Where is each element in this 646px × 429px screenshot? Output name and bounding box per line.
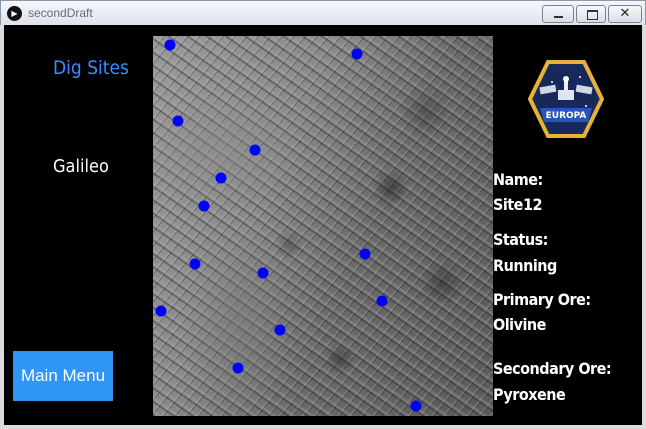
satellite-icon <box>539 76 593 107</box>
site-name-value: Site12 <box>493 195 542 214</box>
window-titlebar: ▶ secondDraft ✕ <box>0 0 646 25</box>
site-marker[interactable] <box>189 258 201 270</box>
maximize-button[interactable] <box>576 5 606 23</box>
minimize-button[interactable] <box>542 5 574 23</box>
app-icon: ▶ <box>7 6 22 21</box>
primary-ore-label: Primary Ore: <box>493 290 591 309</box>
secondary-ore-value: Pyroxene <box>493 385 566 404</box>
app-canvas: Dig Sites Galileo Main Menu <box>4 25 642 425</box>
europa-logo: EUROPA <box>528 60 604 138</box>
site-marker[interactable] <box>172 115 184 127</box>
logo-text: EUROPA <box>546 111 587 121</box>
current-site-name: Galileo <box>53 156 109 177</box>
site-marker[interactable] <box>274 324 286 336</box>
site-marker[interactable] <box>257 267 269 279</box>
window-title: secondDraft <box>28 6 93 20</box>
site-marker[interactable] <box>410 400 422 412</box>
terrain-map[interactable] <box>153 36 493 416</box>
main-menu-button[interactable]: Main Menu <box>13 351 113 401</box>
secondary-ore-label: Secondary Ore: <box>493 359 612 378</box>
site-marker[interactable] <box>155 305 167 317</box>
dig-sites-heading: Dig Sites <box>53 57 129 79</box>
site-name-label: Name: <box>493 170 543 189</box>
close-icon: ✕ <box>619 6 631 21</box>
status-value: Running <box>493 256 557 275</box>
site-marker[interactable] <box>215 172 227 184</box>
site-marker[interactable] <box>198 200 210 212</box>
site-marker[interactable] <box>232 362 244 374</box>
site-marker[interactable] <box>351 48 363 60</box>
site-marker[interactable] <box>164 39 176 51</box>
site-marker[interactable] <box>249 144 261 156</box>
site-marker[interactable] <box>359 248 371 260</box>
primary-ore-value: Olivine <box>493 315 546 334</box>
close-button[interactable]: ✕ <box>608 5 642 23</box>
status-label: Status: <box>493 230 548 249</box>
terrain-texture <box>153 36 493 416</box>
site-marker[interactable] <box>376 295 388 307</box>
